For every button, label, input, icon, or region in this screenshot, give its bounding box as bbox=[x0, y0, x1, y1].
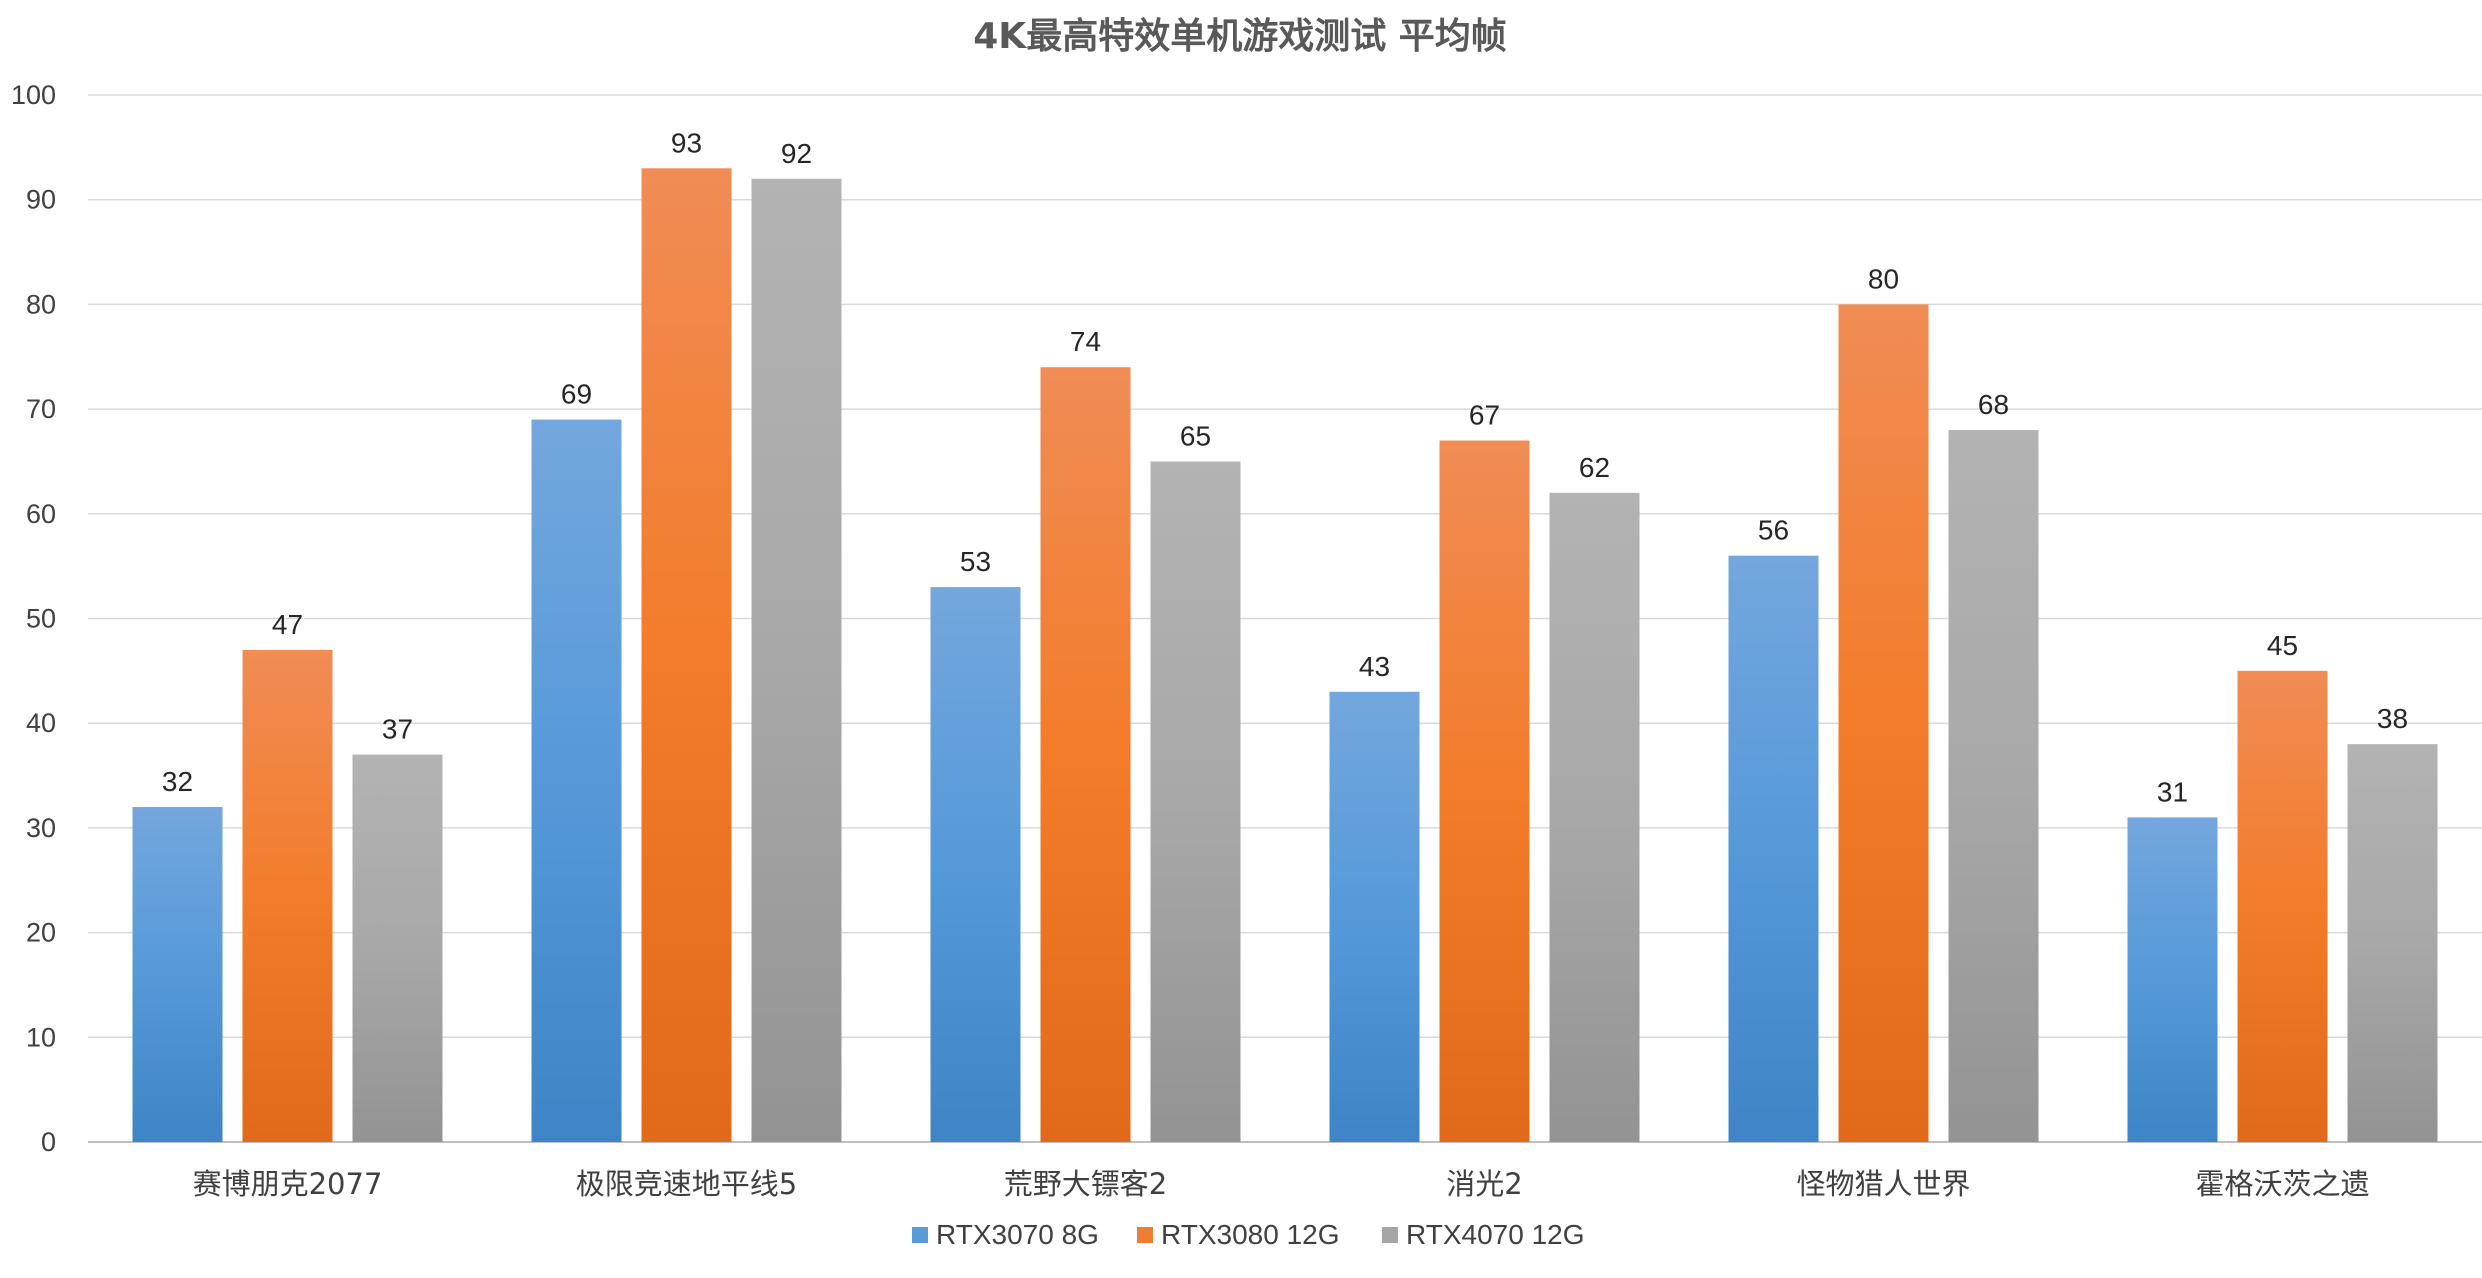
y-tick-label: 20 bbox=[26, 918, 56, 948]
bar-rtx3080-12g-1 bbox=[641, 168, 732, 1143]
y-tick-label: 40 bbox=[26, 708, 56, 738]
x-tick-label: 霍格沃茨之遗 bbox=[2195, 1167, 2369, 1201]
legend-swatch bbox=[1382, 1227, 1398, 1243]
gridlines bbox=[88, 94, 2482, 1143]
bar-rtx4070-12g-0 bbox=[352, 754, 443, 1142]
bar-rtx3080-12g-4 bbox=[1838, 304, 1929, 1142]
y-tick-label: 80 bbox=[26, 289, 56, 319]
bar-rtx3070-8g-1 bbox=[531, 419, 622, 1142]
bar-rtx4070-12g-2 bbox=[1150, 461, 1241, 1142]
legend: RTX3070 8G RTX3080 12G RTX4070 12G bbox=[912, 1219, 1585, 1250]
legend-label: RTX4070 12G bbox=[1406, 1219, 1585, 1250]
data-label: 31 bbox=[2157, 776, 2188, 807]
data-label: 45 bbox=[2267, 630, 2298, 661]
y-tick-label: 10 bbox=[26, 1022, 56, 1052]
y-tick-label: 100 bbox=[11, 80, 56, 110]
data-label: 56 bbox=[1758, 515, 1789, 546]
bar-rtx3080-12g-5 bbox=[2237, 670, 2328, 1142]
legend-swatch bbox=[912, 1227, 928, 1243]
x-tick-label: 赛博朋克2077 bbox=[193, 1167, 383, 1201]
data-label: 37 bbox=[382, 714, 413, 745]
data-label: 43 bbox=[1359, 651, 1390, 682]
data-label: 68 bbox=[1978, 389, 2009, 420]
bar-rtx3080-12g-2 bbox=[1040, 367, 1131, 1143]
bars bbox=[132, 168, 2438, 1143]
data-label: 67 bbox=[1469, 400, 1500, 431]
data-label: 80 bbox=[1868, 263, 1899, 294]
bar-rtx4070-12g-1 bbox=[751, 178, 842, 1142]
bar-rtx4070-12g-4 bbox=[1948, 430, 2039, 1142]
legend-label: RTX3070 8G bbox=[936, 1219, 1099, 1250]
bar-rtx4070-12g-3 bbox=[1549, 492, 1640, 1142]
bar-rtx3070-8g-5 bbox=[2127, 817, 2218, 1142]
bar-rtx3070-8g-3 bbox=[1329, 691, 1420, 1142]
x-tick-label: 荒野大镖客2 bbox=[1004, 1167, 1167, 1201]
data-label: 74 bbox=[1070, 326, 1101, 357]
data-label: 32 bbox=[162, 766, 193, 797]
data-labels: 32 47 37 69 93 92 53 74 65 43 67 62 56 80 68 31 45 38 bbox=[162, 127, 2408, 807]
data-label: 93 bbox=[671, 127, 702, 158]
bar-rtx3070-8g-4 bbox=[1728, 555, 1819, 1142]
data-label: 69 bbox=[561, 379, 592, 410]
y-tick-label: 90 bbox=[26, 185, 56, 215]
data-label: 47 bbox=[272, 609, 303, 640]
bar-rtx3080-12g-3 bbox=[1439, 440, 1530, 1142]
data-label: 65 bbox=[1180, 420, 1211, 451]
y-tick-label: 0 bbox=[41, 1127, 56, 1157]
chart-title: 4K最高特效单机游戏测试 平均帧 bbox=[973, 16, 1506, 57]
legend-swatch bbox=[1137, 1227, 1153, 1243]
y-tick-label: 70 bbox=[26, 394, 56, 424]
data-label: 62 bbox=[1579, 452, 1610, 483]
x-tick-label: 消光2 bbox=[1446, 1167, 1522, 1201]
y-tick-label: 60 bbox=[26, 499, 56, 529]
bar-rtx3080-12g-0 bbox=[242, 649, 333, 1142]
legend-label: RTX3080 12G bbox=[1161, 1219, 1340, 1250]
x-axis-ticks: 赛博朋克2077 极限竞速地平线5 荒野大镖客2 消光2 怪物猎人世界 霍格沃茨之遗 bbox=[193, 1167, 2370, 1201]
y-tick-label: 30 bbox=[26, 813, 56, 843]
data-label: 38 bbox=[2377, 703, 2408, 734]
bar-rtx3070-8g-2 bbox=[930, 587, 1021, 1142]
data-label: 53 bbox=[960, 546, 991, 577]
y-tick-label: 50 bbox=[26, 604, 56, 634]
x-tick-label: 怪物猎人世界 bbox=[1796, 1167, 1970, 1201]
data-label: 92 bbox=[781, 138, 812, 169]
bar-rtx3070-8g-0 bbox=[132, 806, 223, 1142]
bar-rtx4070-12g-5 bbox=[2347, 744, 2438, 1142]
y-axis-ticks: 0 10 20 30 40 50 60 70 80 90 100 bbox=[11, 80, 56, 1157]
x-tick-label: 极限竞速地平线5 bbox=[576, 1167, 797, 1201]
